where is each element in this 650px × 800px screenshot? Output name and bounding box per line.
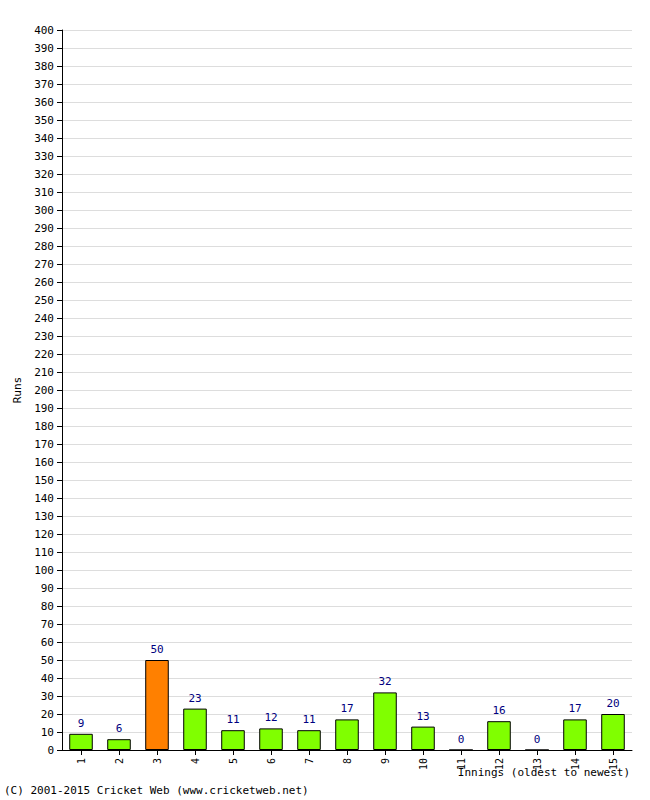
svg-text:170: 170 (34, 438, 54, 451)
svg-text:17: 17 (568, 702, 581, 715)
svg-text:10: 10 (418, 758, 429, 770)
svg-text:30: 30 (41, 690, 54, 703)
svg-text:13: 13 (416, 710, 429, 723)
svg-text:9: 9 (78, 717, 85, 730)
svg-text:2: 2 (114, 758, 125, 764)
svg-text:11: 11 (456, 758, 467, 770)
svg-text:23: 23 (188, 692, 201, 705)
svg-text:390: 390 (34, 42, 54, 55)
svg-text:70: 70 (41, 618, 54, 631)
svg-text:140: 140 (34, 492, 54, 505)
svg-text:20: 20 (41, 708, 54, 721)
svg-text:32: 32 (378, 675, 391, 688)
svg-text:200: 200 (34, 384, 54, 397)
svg-text:8: 8 (342, 758, 353, 764)
svg-text:80: 80 (41, 600, 54, 613)
svg-text:280: 280 (34, 240, 54, 253)
svg-text:160: 160 (34, 456, 54, 469)
svg-text:0: 0 (47, 744, 54, 757)
svg-text:17: 17 (340, 702, 353, 715)
svg-text:180: 180 (34, 420, 54, 433)
svg-text:340: 340 (34, 132, 54, 145)
svg-text:290: 290 (34, 222, 54, 235)
svg-text:220: 220 (34, 348, 54, 361)
svg-text:(C) 2001-2015 Cricket Web (www: (C) 2001-2015 Cricket Web (www.cricketwe… (4, 784, 309, 797)
svg-text:0: 0 (534, 733, 541, 746)
svg-text:330: 330 (34, 150, 54, 163)
svg-text:40: 40 (41, 672, 54, 685)
svg-text:250: 250 (34, 294, 54, 307)
svg-text:350: 350 (34, 114, 54, 127)
svg-text:10: 10 (41, 726, 54, 739)
svg-text:380: 380 (34, 60, 54, 73)
svg-text:150: 150 (34, 474, 54, 487)
svg-text:320: 320 (34, 168, 54, 181)
svg-text:370: 370 (34, 78, 54, 91)
svg-text:300: 300 (34, 204, 54, 217)
svg-text:9: 9 (380, 758, 391, 764)
svg-text:0: 0 (458, 733, 465, 746)
svg-text:310: 310 (34, 186, 54, 199)
svg-text:110: 110 (34, 546, 54, 559)
svg-text:11: 11 (226, 713, 239, 726)
svg-text:270: 270 (34, 258, 54, 271)
svg-text:16: 16 (492, 704, 505, 717)
svg-text:100: 100 (34, 564, 54, 577)
svg-text:360: 360 (34, 96, 54, 109)
svg-text:5: 5 (228, 758, 239, 764)
svg-text:260: 260 (34, 276, 54, 289)
svg-text:90: 90 (41, 582, 54, 595)
svg-text:1: 1 (76, 758, 87, 764)
svg-text:130: 130 (34, 510, 54, 523)
svg-text:12: 12 (494, 758, 505, 770)
svg-text:50: 50 (41, 654, 54, 667)
svg-text:13: 13 (532, 758, 543, 770)
svg-text:4: 4 (190, 758, 201, 764)
svg-text:240: 240 (34, 312, 54, 325)
svg-text:400: 400 (34, 24, 54, 37)
svg-text:Innings (oldest to newest): Innings (oldest to newest) (458, 766, 630, 779)
svg-text:20: 20 (606, 697, 619, 710)
svg-text:12: 12 (264, 711, 277, 724)
svg-text:Runs: Runs (11, 377, 24, 404)
svg-text:190: 190 (34, 402, 54, 415)
svg-text:11: 11 (302, 713, 315, 726)
svg-text:60: 60 (41, 636, 54, 649)
svg-text:3: 3 (152, 758, 163, 764)
svg-text:120: 120 (34, 528, 54, 541)
svg-text:15: 15 (608, 758, 619, 770)
svg-text:6: 6 (116, 722, 123, 735)
svg-text:7: 7 (304, 758, 315, 764)
svg-text:50: 50 (150, 643, 163, 656)
svg-text:210: 210 (34, 366, 54, 379)
svg-text:14: 14 (570, 758, 581, 770)
svg-text:6: 6 (266, 758, 277, 764)
svg-text:230: 230 (34, 330, 54, 343)
